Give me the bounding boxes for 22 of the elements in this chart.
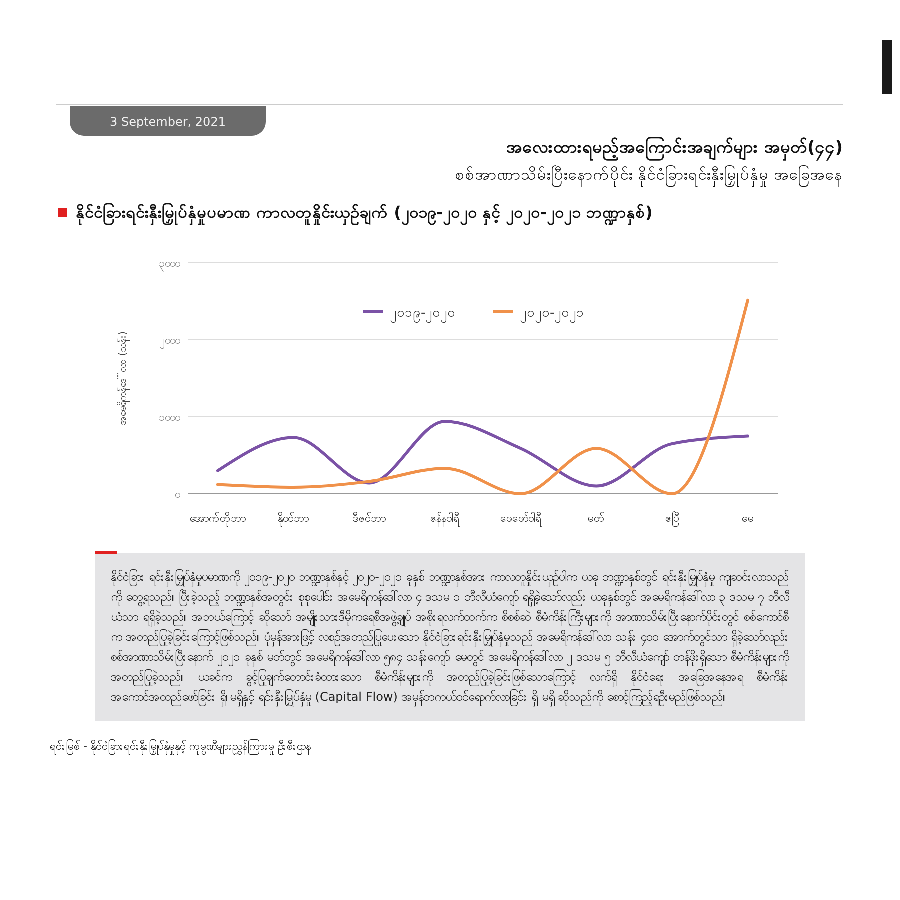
- y-tick-label: ၀: [175, 488, 180, 501]
- x-tick-label: မေ: [742, 512, 754, 525]
- legend-label: ၂၀၁၉-၂၀၂၀: [390, 306, 456, 323]
- x-tick-label: ဒီဇင်ဘာ: [352, 512, 386, 525]
- x-tick-label: နိုဝင်ဘာ: [278, 512, 310, 527]
- x-tick-label: ဇန်နဝါရီ: [430, 512, 461, 527]
- line-series: [216, 298, 750, 496]
- y-tick-label: ၃၀၀၀: [159, 257, 180, 272]
- y-tick-label: ၂၀၀၀: [160, 334, 180, 349]
- text: နိုင်ငံခြားရင်းနှီးမြှုပ်နှံမှုပမာဏ ကာလတူနှိုင်းယှဉ်ချက် (၂၀၁၉-၂၀၂၀ နှင့် ၂၀၂၀-၂၀၂၁ ဘဏ္ဍာနှစ်): [76, 202, 653, 226]
- chart-subtitle: စစ်အာဏာသိမ်းပြီးနောက်ပိုင်း နိုင်ငံခြားရင်းနှီးမြှုပ်နှံမှု အခြေအနေ: [454, 165, 843, 187]
- x-tick-label: ဖေဖော်ဝါရီ: [500, 512, 542, 527]
- x-tick-label: မတ်: [588, 512, 606, 525]
- y-tick-label: ၁၀၀၀: [159, 411, 180, 424]
- text: 3 September, 2021: [110, 115, 226, 129]
- x-tick-label: ဧပြီ: [665, 512, 680, 527]
- x-tick-label: အောက်တိုဘာ: [190, 512, 246, 527]
- y-axis-title: အမေရိကန်ဒေါ်လာ (သန်း): [116, 331, 131, 426]
- line-series: [216, 420, 750, 488]
- text: ရင်းမြစ် - နိုင်ငံခြားရင်းနှီးမြှုပ်နှံမှုနှင့် ကုမ္ပဏီများညွှန်ကြားမှု ဦးစီးဌာန: [50, 739, 312, 755]
- legend-label: ၂၀၂၀-၂၀၂၁: [520, 306, 585, 323]
- chart-title: အလေးထားရမည့်အကြောင်းအချက်များ အမှတ်(၄၄): [506, 135, 843, 162]
